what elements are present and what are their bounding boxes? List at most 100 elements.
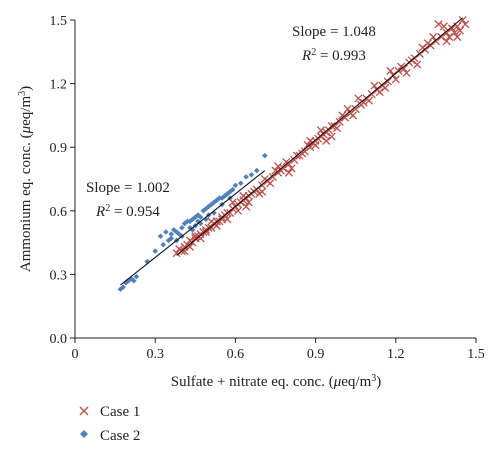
data-point — [195, 212, 201, 218]
x-tick-label: 0 — [72, 347, 79, 362]
data-point — [311, 141, 320, 150]
data-point — [212, 221, 221, 230]
data-point — [197, 214, 204, 220]
data-point — [298, 149, 307, 158]
legend-label-case-2: Case 2 — [100, 428, 140, 444]
data-point — [455, 26, 465, 35]
data-point — [260, 174, 269, 184]
data-point — [303, 141, 312, 150]
data-point — [168, 235, 175, 242]
data-point — [458, 15, 467, 25]
x-tick-label: 0.9 — [307, 347, 325, 362]
data-point — [225, 208, 235, 217]
fit-line-case-2 — [120, 170, 266, 286]
data-point — [232, 182, 239, 189]
data-point — [266, 179, 275, 188]
data-point — [450, 28, 459, 37]
data-point — [268, 172, 277, 181]
x-tick-label: 0.6 — [227, 347, 245, 362]
series-case-2 — [117, 152, 268, 293]
data-point — [248, 171, 255, 178]
data-point — [176, 231, 183, 237]
y-axis-ticks: 0.0 0.3 0.6 0.9 1.2 1.5 — [50, 14, 75, 347]
fit-lines — [120, 17, 463, 286]
data-point — [397, 62, 406, 71]
data-point — [423, 39, 432, 48]
y-tick-label: 0.3 — [50, 268, 68, 283]
data-point — [290, 155, 299, 164]
data-point — [122, 280, 129, 286]
data-point — [271, 166, 280, 175]
data-point — [327, 132, 336, 141]
data-point — [168, 231, 175, 237]
data-point — [253, 167, 260, 174]
data-point — [165, 237, 172, 244]
data-point — [180, 247, 189, 256]
data-point — [348, 111, 358, 120]
data-point — [370, 81, 379, 90]
data-point — [402, 68, 411, 78]
data-point — [229, 186, 236, 193]
data-point — [383, 77, 392, 86]
data-point — [461, 20, 470, 29]
y-axis-title: Ammonium eq. conc. (μeq/m3) — [17, 86, 35, 272]
case1-r2-annotation: R2 = 0.993 — [301, 47, 366, 65]
legend-item-case-2: Case 2 — [80, 428, 140, 444]
data-point — [207, 223, 216, 232]
data-point — [239, 191, 248, 201]
data-point — [258, 187, 267, 196]
data-point — [453, 32, 462, 42]
data-point — [429, 32, 438, 42]
y-tick-label: 0.6 — [50, 205, 68, 220]
data-point — [386, 66, 395, 75]
legend: Case 1 Case 2 — [79, 404, 140, 444]
data-point — [375, 88, 384, 97]
data-point — [442, 37, 451, 46]
data-point — [282, 157, 291, 167]
case2-r2-annotation: R2 = 0.954 — [95, 203, 160, 221]
data-point — [187, 224, 193, 231]
data-point — [160, 241, 167, 248]
data-point — [195, 218, 201, 225]
data-point — [335, 117, 344, 126]
data-point — [185, 242, 195, 251]
data-point — [439, 22, 448, 31]
data-point — [179, 224, 185, 231]
data-point — [219, 195, 225, 201]
data-point — [128, 275, 134, 282]
y-tick-label: 0.0 — [50, 332, 68, 347]
data-point — [413, 60, 422, 69]
data-point — [284, 168, 293, 177]
data-point — [133, 273, 140, 280]
x-axis-ticks: 0 0.3 0.6 0.9 1.2 1.5 — [72, 338, 485, 362]
data-point — [338, 111, 347, 120]
data-point — [189, 227, 196, 233]
data-point — [152, 248, 158, 254]
data-point — [306, 136, 315, 145]
data-point — [431, 37, 440, 46]
legend-label-case-1: Case 1 — [100, 404, 140, 420]
data-point — [391, 75, 400, 84]
x-tick-label: 1.2 — [387, 347, 405, 362]
data-point — [234, 206, 243, 215]
legend-item-case-1: Case 1 — [79, 404, 140, 420]
data-point — [213, 197, 220, 203]
data-point — [434, 20, 443, 29]
data-point — [120, 284, 126, 290]
data-point — [242, 202, 251, 211]
x-axis-title: Sulfate + nitrate eq. conc. (μeq/m3) — [171, 373, 382, 391]
data-point — [172, 249, 181, 258]
y-tick-label: 0.9 — [50, 141, 68, 156]
case2-slope-annotation: Slope = 1.002 — [86, 180, 170, 196]
data-point — [381, 83, 390, 92]
data-point — [191, 232, 200, 241]
data-point — [181, 220, 188, 227]
data-point — [442, 28, 451, 37]
data-point — [196, 234, 205, 243]
data-points — [117, 15, 470, 293]
case1-slope-annotation: Slope = 1.048 — [292, 24, 376, 40]
y-tick-label: 1.5 — [50, 14, 68, 29]
data-point — [445, 32, 454, 42]
data-point — [287, 164, 296, 173]
